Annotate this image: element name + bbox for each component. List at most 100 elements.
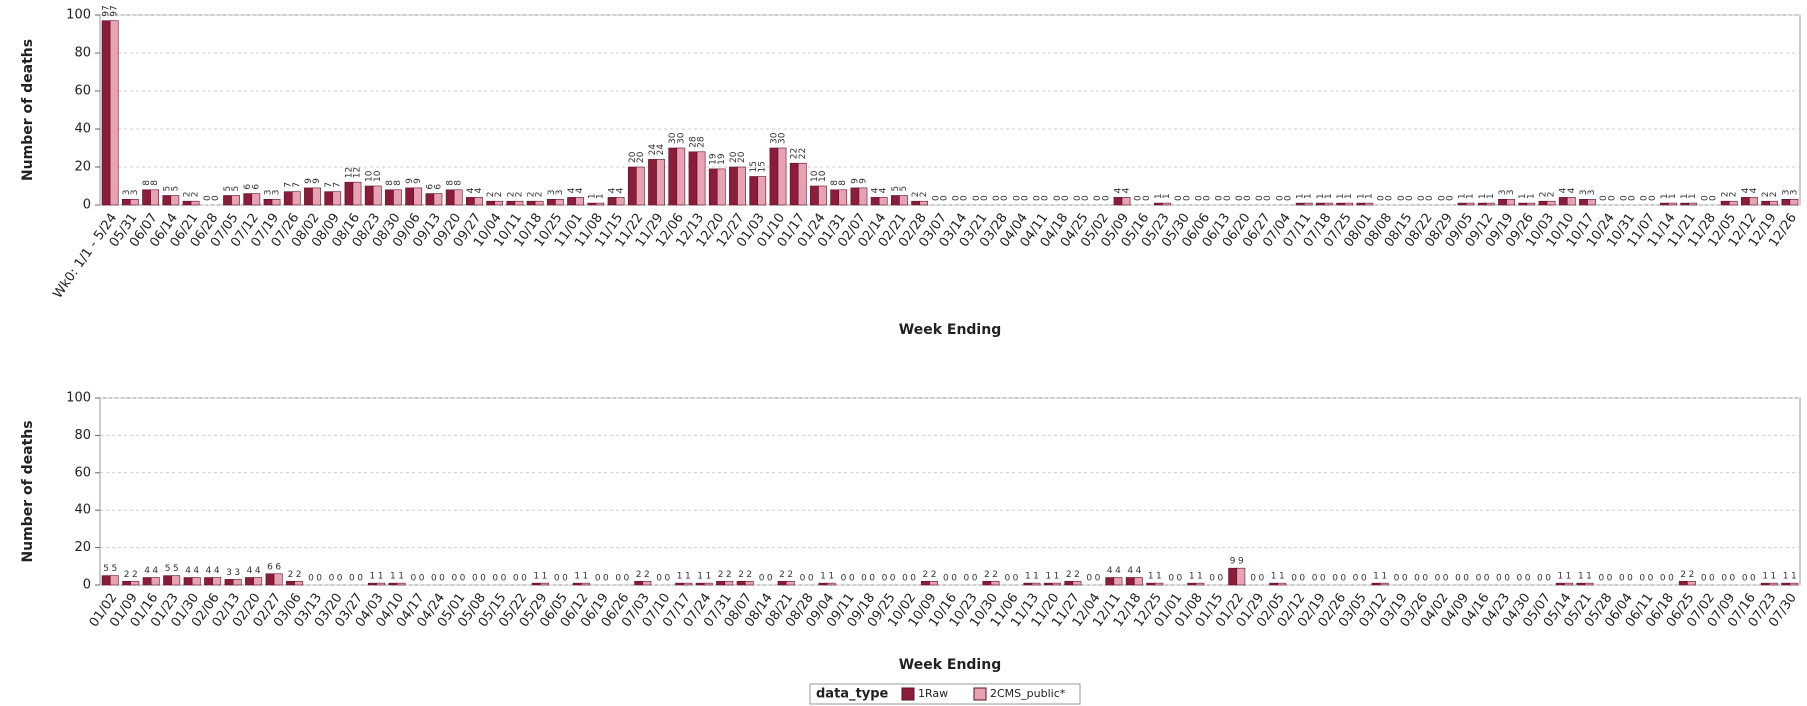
value-label: 0 — [1320, 574, 1326, 584]
value-label: 2 — [506, 191, 516, 197]
bar — [514, 200, 524, 206]
bar — [899, 195, 908, 206]
y-tick-label: 20 — [74, 160, 91, 175]
value-label: 1 — [1458, 193, 1468, 199]
value-label: 0 — [1142, 195, 1152, 201]
bar — [716, 580, 725, 586]
value-label: 0 — [308, 574, 314, 584]
value-label: 15 — [749, 161, 759, 172]
value-label: 7 — [284, 182, 294, 188]
value-label: 4 — [575, 187, 585, 193]
value-label: 28 — [697, 136, 707, 148]
value-label: 2 — [486, 191, 496, 197]
value-label: 1 — [1279, 572, 1285, 582]
value-label: 0 — [1607, 195, 1617, 201]
value-label: 3 — [1781, 190, 1791, 196]
value-label: 30 — [668, 132, 678, 144]
value-label: 0 — [337, 574, 343, 584]
bar — [1768, 582, 1778, 586]
value-label: 1 — [1466, 193, 1476, 199]
bar — [575, 197, 584, 206]
value-label: 3 — [130, 190, 140, 196]
bar — [555, 199, 564, 206]
legend: data_type 1Raw 2CMS_public* — [809, 683, 1081, 705]
value-label: 0 — [1194, 195, 1204, 201]
value-label: 1 — [1771, 572, 1777, 582]
value-label: 8 — [393, 180, 403, 186]
value-label: 2 — [183, 191, 193, 197]
bar — [385, 189, 394, 206]
bar — [191, 577, 201, 586]
value-label: 10 — [810, 170, 820, 182]
value-label: 0 — [1648, 195, 1658, 201]
bar — [101, 20, 111, 206]
bar — [453, 189, 463, 206]
value-label: 0 — [1020, 195, 1030, 201]
value-label: 2 — [738, 570, 744, 580]
bar — [273, 573, 283, 586]
value-label: 1 — [1680, 193, 1690, 199]
value-label: 1 — [1578, 572, 1584, 582]
value-label: 0 — [1435, 574, 1441, 584]
bar — [878, 197, 888, 206]
bar — [393, 189, 402, 206]
bar — [1356, 202, 1366, 206]
value-label: 19 — [709, 153, 719, 165]
value-label: 0 — [960, 195, 970, 201]
y-tick-label: 100 — [66, 8, 91, 23]
value-label: 0 — [1422, 574, 1428, 584]
bar — [1688, 202, 1698, 206]
bar — [1303, 202, 1313, 206]
bar — [1228, 567, 1238, 586]
bar — [1678, 580, 1688, 586]
value-label: 0 — [849, 574, 855, 584]
bar — [1781, 199, 1791, 206]
bar — [1154, 582, 1164, 586]
value-label: 2 — [787, 570, 793, 580]
value-label: 4 — [193, 566, 199, 576]
value-label: 0 — [951, 574, 957, 584]
value-label: 22 — [798, 148, 808, 159]
value-label: 0 — [316, 574, 322, 584]
value-label: 0 — [1639, 574, 1645, 584]
bar — [676, 147, 686, 206]
value-label: 0 — [1377, 195, 1387, 201]
value-label: 0 — [451, 574, 457, 584]
value-label: 4 — [1559, 187, 1569, 193]
bar — [1789, 199, 1799, 206]
bar — [1371, 582, 1381, 586]
value-label: 1 — [1364, 193, 1374, 199]
bar — [838, 189, 848, 206]
value-label: 0 — [1299, 574, 1305, 584]
value-label: 0 — [1053, 195, 1063, 201]
bar — [777, 147, 787, 206]
value-label: 4 — [567, 187, 577, 193]
bar — [396, 582, 406, 586]
bar — [506, 200, 516, 206]
bar — [150, 189, 159, 206]
value-label: 4 — [1127, 566, 1133, 576]
value-label: 0 — [1041, 195, 1051, 201]
value-label: 5 — [170, 186, 180, 192]
value-label: 1 — [398, 572, 404, 582]
value-label: 1 — [1316, 193, 1326, 199]
value-label: 0 — [1312, 574, 1318, 584]
bar — [1587, 199, 1596, 206]
bar — [1687, 580, 1696, 586]
value-label: 0 — [1405, 195, 1415, 201]
value-label: 0 — [1417, 195, 1427, 201]
bar — [122, 580, 132, 586]
value-label: 3 — [1506, 190, 1516, 196]
bar — [1052, 582, 1061, 586]
bar — [696, 151, 706, 206]
value-label: 0 — [800, 574, 806, 584]
value-label: 0 — [1619, 195, 1629, 201]
bar — [324, 191, 334, 206]
value-label: 0 — [1215, 195, 1225, 201]
value-label: 5 — [223, 186, 233, 192]
value-label: 2 — [1761, 191, 1771, 197]
value-label: 1 — [1033, 572, 1039, 582]
value-label: 0 — [952, 195, 962, 201]
value-label: 1 — [1296, 193, 1306, 199]
bar — [1105, 577, 1115, 586]
